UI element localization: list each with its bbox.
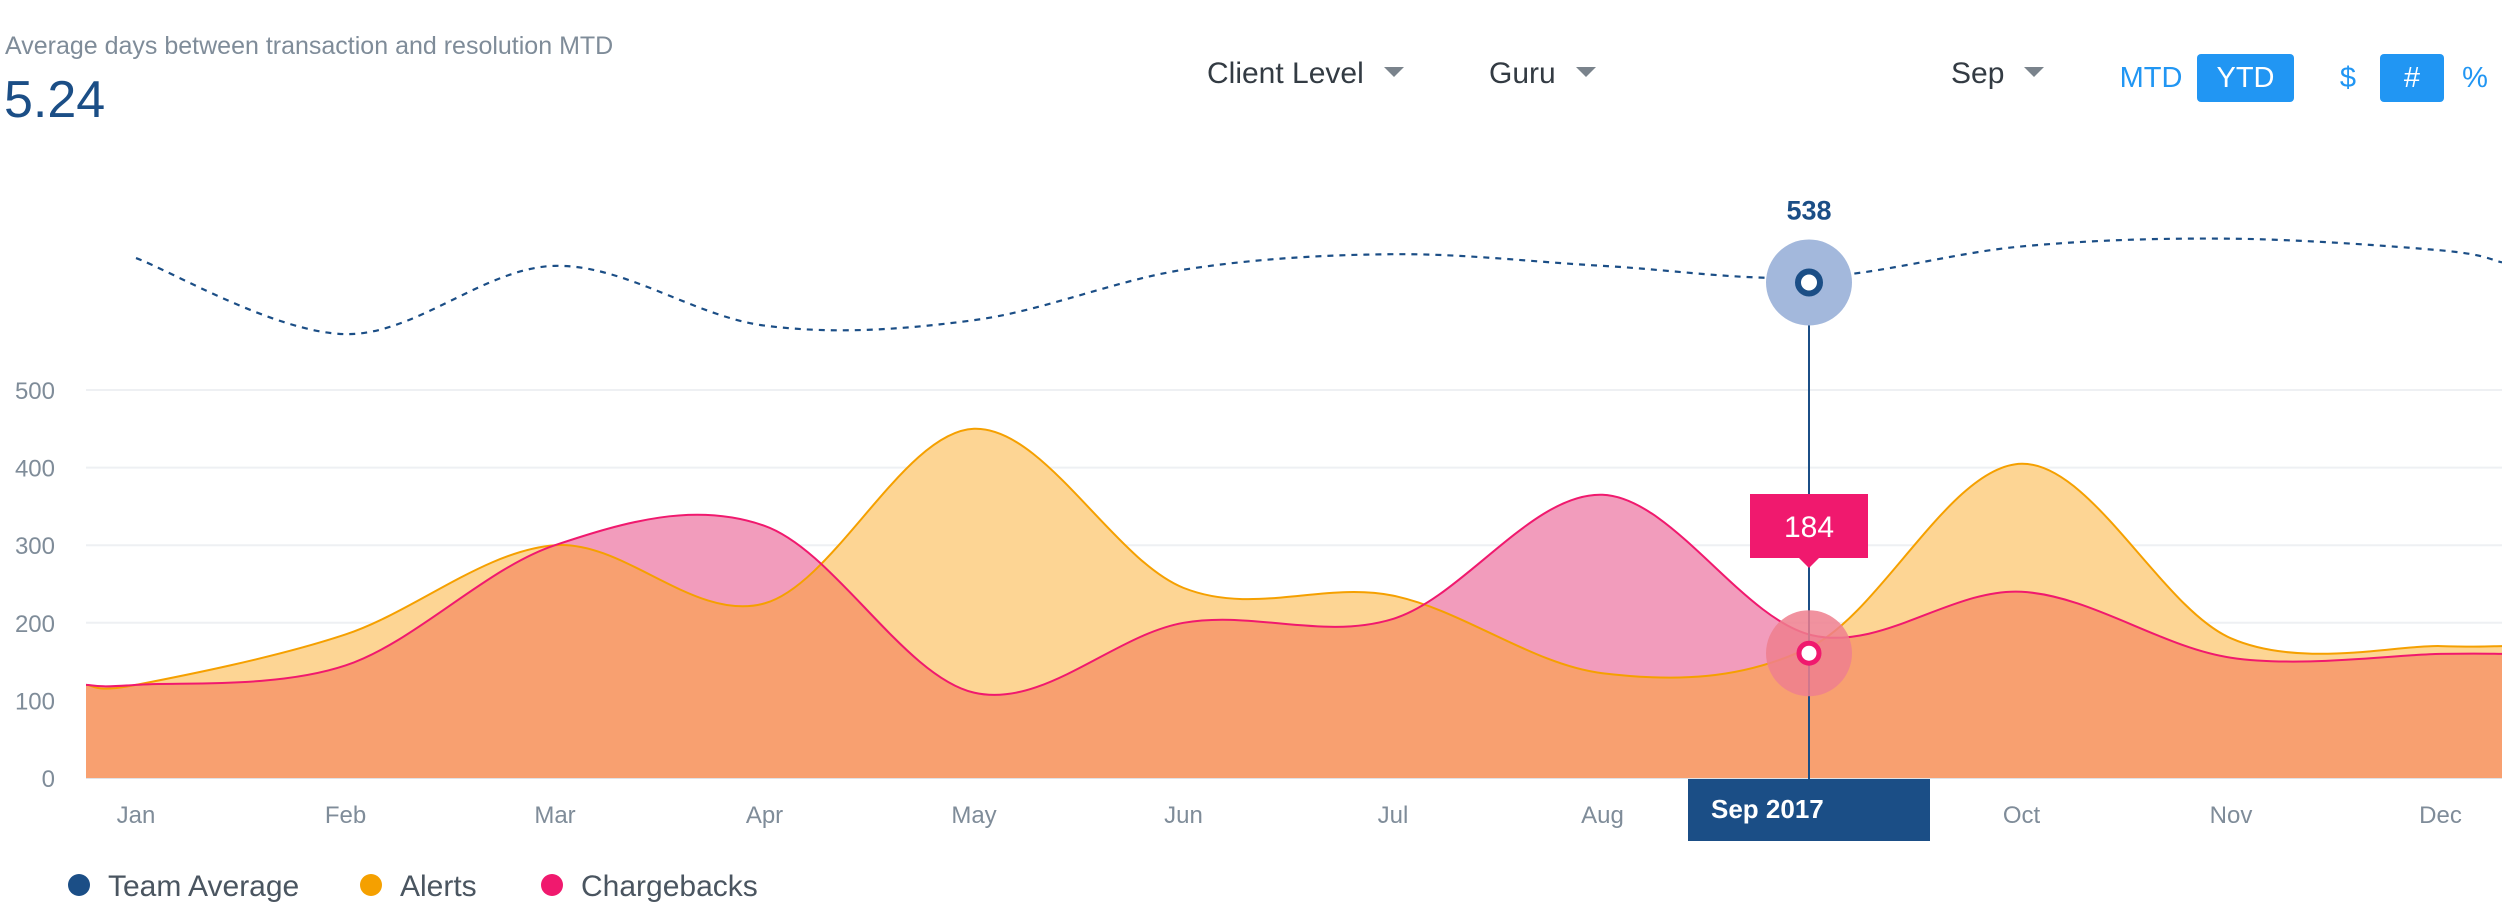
point-team-average	[553, 264, 557, 268]
point-alerts	[972, 427, 976, 431]
point-team-average	[134, 256, 138, 260]
point-team-average	[763, 324, 767, 328]
point-team-average	[1391, 252, 1395, 256]
point-alerts	[2229, 636, 2233, 640]
x-tick-label: Dec	[2419, 802, 2462, 829]
point-team-average	[972, 318, 976, 322]
point-chargebacks	[763, 524, 767, 528]
x-tick-label: Jan	[117, 802, 156, 829]
highlight-team-marker	[1798, 271, 1820, 293]
point-team-average	[2439, 248, 2443, 252]
point-chargebacks	[1601, 493, 1605, 497]
legend-dot-team-average	[68, 874, 90, 896]
point-chargebacks	[2439, 652, 2443, 656]
point-chargebacks	[972, 691, 976, 695]
chargeback-tooltip-pointer	[1799, 558, 1819, 568]
point-chargebacks	[344, 663, 348, 667]
legend-chargebacks[interactable]: Chargebacks	[541, 870, 758, 904]
point-alerts	[344, 632, 348, 636]
x-tick-label: Feb	[325, 802, 366, 829]
legend-team-average[interactable]: Team Average	[68, 870, 299, 904]
legend-dot-chargebacks	[541, 874, 563, 896]
x-tick-label: May	[951, 802, 996, 829]
y-tick-label: 200	[15, 611, 55, 638]
point-alerts	[1182, 586, 1186, 590]
x-tick-label: Oct	[2003, 802, 2041, 829]
point-chargebacks	[553, 543, 557, 547]
x-tick-label: Mar	[534, 802, 575, 829]
y-tick-label: 300	[15, 533, 55, 560]
point-alerts	[1601, 671, 1605, 675]
team-average-line	[136, 239, 2502, 335]
legend-dot-alerts	[360, 874, 382, 896]
y-tick-label: 0	[42, 766, 55, 793]
x-tick-label: Apr	[746, 802, 783, 829]
legend-label-alerts: Alerts	[400, 870, 477, 903]
x-tick-label: Nov	[2210, 802, 2253, 829]
point-team-average	[1182, 268, 1186, 272]
point-chargebacks	[1182, 621, 1186, 625]
point-team-average	[2229, 237, 2233, 241]
point-chargebacks	[2229, 656, 2233, 660]
point-team-average	[344, 332, 348, 336]
overlap-area	[86, 495, 2502, 778]
y-tick-label: 500	[15, 378, 55, 405]
point-team-average	[1601, 264, 1605, 268]
highlight-team-value: 538	[1786, 195, 1831, 225]
point-chargebacks	[134, 683, 138, 687]
point-alerts	[2020, 462, 2024, 466]
x-tick-label: Aug	[1581, 802, 1624, 829]
highlight-chargeback-marker	[1799, 643, 1819, 663]
x-axis-highlight-label: Sep 2017	[1711, 794, 1824, 824]
x-tick-label: Jun	[1164, 802, 1203, 829]
y-tick-label: 400	[15, 456, 55, 483]
legend-alerts[interactable]: Alerts	[360, 870, 477, 904]
legend-label-chargebacks: Chargebacks	[581, 870, 758, 903]
point-alerts	[1391, 594, 1395, 598]
point-chargebacks	[1391, 617, 1395, 621]
point-chargebacks	[2020, 590, 2024, 594]
x-tick-label: Jul	[1378, 802, 1409, 829]
point-alerts	[2439, 644, 2443, 648]
legend-label-team-average: Team Average	[108, 870, 299, 903]
chargeback-tooltip-value: 184	[1784, 511, 1834, 544]
point-team-average	[2020, 244, 2024, 248]
point-alerts	[763, 601, 767, 605]
y-tick-label: 100	[15, 688, 55, 715]
